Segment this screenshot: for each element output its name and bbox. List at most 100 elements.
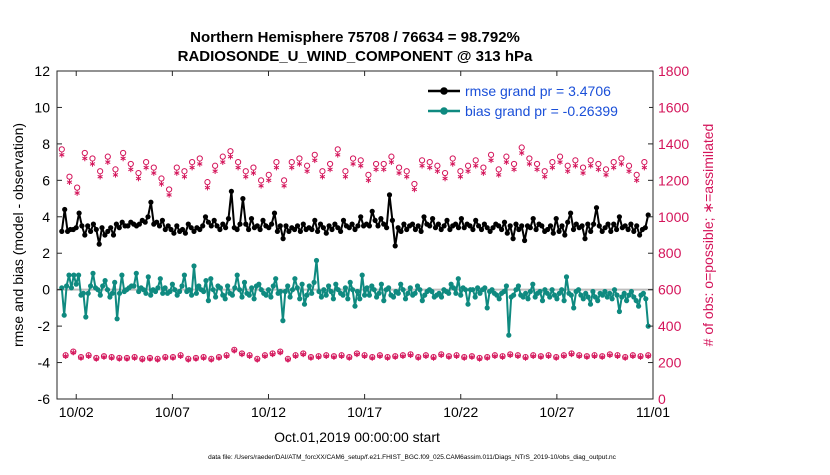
- rmse-data-point: [105, 228, 111, 234]
- bias-data-point: [234, 272, 240, 278]
- bias-data-point: [501, 288, 507, 295]
- obs-assimilated-marker: [568, 351, 575, 358]
- obs-assimilated-marker: [212, 168, 218, 175]
- rmse-data-point: [461, 225, 467, 231]
- rmse-data-point: [545, 226, 551, 233]
- bias-data-point: [246, 292, 252, 298]
- bias-data-point: [136, 288, 142, 295]
- obs-assimilated-marker: [235, 164, 241, 171]
- bias-data-point: [186, 287, 192, 293]
- obs-assimilated-marker: [220, 159, 226, 165]
- rmse-data-point: [453, 221, 459, 227]
- bias-data-point: [412, 290, 418, 296]
- x-tick-label: 10/12: [251, 404, 286, 420]
- bias-data-point: [160, 290, 166, 296]
- bias-data-point: [340, 292, 346, 298]
- rmse-data-point: [631, 228, 637, 234]
- bias-data-point: [510, 292, 517, 298]
- rmse-data-point: [415, 223, 421, 229]
- obs-possible-marker: [380, 160, 387, 168]
- bias-data-point: [297, 296, 303, 302]
- obs-assimilated-marker: [584, 354, 590, 360]
- obs-assimilated-marker: [262, 353, 268, 359]
- bias-data-point: [580, 296, 586, 302]
- rmse-data-point: [516, 226, 522, 233]
- bias-data-point: [273, 276, 279, 282]
- obs-assimilated-marker: [74, 190, 80, 196]
- obs-assimilated-marker: [369, 355, 375, 361]
- bias-data-point: [616, 308, 623, 315]
- bias-data-point: [465, 301, 471, 307]
- rmse-data-point: [125, 223, 131, 229]
- bias-data-point: [575, 287, 582, 293]
- x-tick-label: 10/17: [347, 404, 382, 420]
- bias-data-point: [347, 279, 353, 285]
- bias-data-point: [436, 290, 442, 296]
- obs-possible-marker: [311, 151, 318, 158]
- chart-subtitle: RADIOSONDE_U_WIND_COMPONENT @ 313 hPa: [178, 48, 533, 65]
- x-tick-label: 10/27: [539, 404, 574, 420]
- rmse-data-point: [444, 217, 450, 223]
- bias-data-point: [458, 292, 464, 298]
- obs-assimilated-marker: [239, 351, 245, 358]
- obs-assimilated-marker: [70, 349, 76, 356]
- obs-possible-marker: [273, 159, 280, 166]
- rmse-data-point: [358, 214, 364, 220]
- obs-assimilated-marker: [93, 356, 99, 362]
- rmse-data-point: [99, 225, 105, 231]
- obs-assimilated-marker: [250, 170, 257, 176]
- obs-assimilated-marker: [438, 352, 444, 359]
- obs-assimilated-marker: [503, 159, 510, 165]
- rmse-data-point: [208, 223, 214, 229]
- obs-possible-marker: [212, 162, 219, 169]
- rmse-data-point: [148, 199, 154, 205]
- obs-assimilated-marker: [315, 354, 322, 360]
- rmse-data-point: [470, 226, 476, 233]
- bias-data-point: [280, 318, 286, 324]
- x-tick-label: 10/22: [443, 404, 478, 420]
- bias-data-point: [366, 292, 372, 298]
- bias-data-point: [362, 292, 368, 298]
- obs-possible-marker: [572, 157, 579, 164]
- rmse-data-point: [283, 223, 289, 229]
- obs-assimilated-marker: [154, 357, 161, 363]
- obs-assimilated-marker: [549, 164, 556, 171]
- rmse-data-point: [228, 188, 234, 194]
- bias-data-point: [289, 287, 296, 293]
- obs-assimilated-marker: [496, 172, 502, 178]
- rmse-data-point: [191, 228, 197, 234]
- obs-assimilated-marker: [151, 170, 157, 176]
- rmse-data-point: [605, 221, 611, 227]
- rmse-data-point: [116, 225, 122, 231]
- rmse-data-point: [340, 217, 347, 223]
- obs-assimilated-marker: [534, 166, 540, 173]
- rmse-data-point: [473, 217, 479, 223]
- rmse-data-point: [113, 221, 119, 227]
- obs-assimilated-marker: [177, 353, 184, 359]
- rmse-data-point: [378, 216, 384, 222]
- obs-assimilated-marker: [243, 173, 249, 180]
- obs-assimilated-marker: [511, 166, 517, 173]
- obs-assimilated-marker: [82, 155, 88, 162]
- bias-data-point: [263, 292, 269, 298]
- obs-assimilated-marker: [216, 355, 222, 361]
- bias-data-point: [210, 287, 216, 293]
- rmse-data-point: [381, 221, 387, 227]
- obs-possible-marker: [595, 160, 602, 168]
- rmse-data-point: [214, 223, 220, 229]
- rmse-data-point: [338, 228, 344, 234]
- obs-assimilated-marker: [147, 356, 153, 362]
- obs-possible-marker: [579, 164, 587, 171]
- legend-rmse-label: rmse grand pr = 3.4706: [465, 83, 611, 99]
- bias-data-point: [419, 298, 425, 304]
- obs-assimilated-marker: [404, 173, 410, 180]
- obs-assimilated-marker: [101, 354, 107, 360]
- bias-data-point: [621, 290, 627, 296]
- x-axis-label: Oct.01,2019 00:00:00 start: [274, 429, 440, 445]
- rmse-data-point: [372, 217, 378, 223]
- obs-assimilated-marker: [377, 353, 383, 359]
- rmse-data-point: [309, 226, 315, 233]
- rmse-data-point: [375, 223, 381, 229]
- obs-possible-marker: [564, 162, 571, 169]
- obs-assimilated-marker: [289, 164, 295, 171]
